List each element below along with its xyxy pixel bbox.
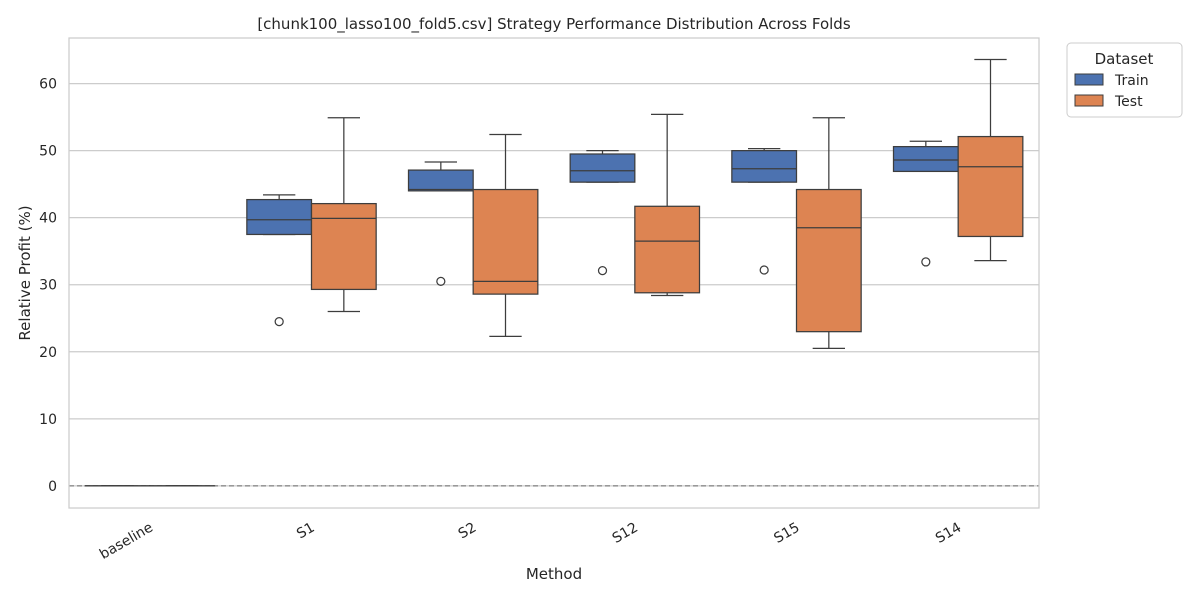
box-test-s2 (472, 133, 539, 337)
x-axis-ticks: baseline S1 S2 S12 S15 S14 (97, 520, 964, 563)
box-train-s14 (892, 140, 959, 267)
box-body (569, 153, 636, 183)
y-tick-label: 60 (39, 77, 57, 93)
grid-lines (69, 82, 1039, 487)
x-tick-label: S14 (933, 520, 964, 547)
box-test-s12 (634, 113, 701, 297)
x-axis-label: Method (526, 565, 582, 583)
box-test-s1 (310, 117, 377, 313)
plot-area-frame (68, 37, 1040, 509)
y-tick-label: 30 (39, 278, 57, 294)
y-tick-label: 0 (48, 479, 57, 495)
box-train-s15 (731, 148, 798, 275)
box-body (310, 202, 377, 291)
legend-swatch-train (1074, 73, 1104, 86)
outlier-point (597, 266, 608, 276)
box-body (731, 150, 798, 183)
legend-label-test: Test (1114, 94, 1143, 110)
y-tick-label: 10 (39, 412, 57, 428)
x-tick-label: S12 (610, 520, 641, 547)
outlier-point (436, 276, 446, 287)
box-train-s1 (246, 194, 313, 327)
y-axis-label: Relative Profit (%) (16, 205, 34, 340)
legend-label-train: Train (1114, 73, 1149, 89)
box-body (795, 188, 862, 333)
box-body (957, 135, 1024, 238)
box-body (634, 205, 701, 294)
y-tick-label: 50 (39, 144, 57, 160)
x-tick-label: S1 (294, 520, 317, 543)
box-train-s12 (569, 150, 636, 276)
chart-title: [chunk100_lasso100_fold5.csv] Strategy P… (257, 15, 851, 34)
legend-swatch-test (1074, 94, 1104, 107)
x-tick-label: S15 (771, 520, 802, 547)
box-body (472, 188, 539, 295)
box-body (246, 198, 313, 236)
outlier-point (921, 257, 931, 267)
box-test-s14 (957, 58, 1024, 262)
legend-title: Dataset (1095, 50, 1154, 68)
y-axis-ticks: 0 10 20 30 40 50 60 (39, 77, 57, 495)
y-tick-label: 20 (39, 345, 57, 361)
x-tick-label: S2 (456, 520, 479, 543)
outlier-point (759, 265, 769, 275)
box-body (892, 145, 959, 173)
box-body (407, 169, 474, 192)
legend: Dataset Train Test (1066, 42, 1183, 118)
box-test-s15 (795, 117, 862, 350)
box-train-s2 (407, 161, 474, 287)
box-plots (84, 58, 1024, 487)
x-tick-label: baseline (97, 520, 156, 563)
y-tick-label: 40 (39, 211, 57, 227)
outlier-point (274, 316, 284, 327)
